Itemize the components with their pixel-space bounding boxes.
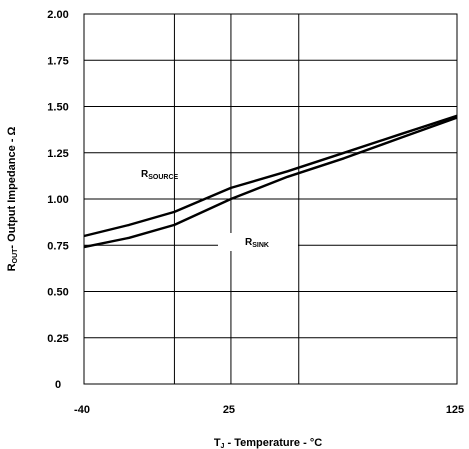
y-tick-label: 1.25 xyxy=(47,148,68,160)
x-axis-title: TJ - Temperature - °C xyxy=(214,437,322,449)
y-tick-label: 0.25 xyxy=(47,333,68,345)
y-tick-label: 1.75 xyxy=(47,55,68,67)
y-tick-label: 2.00 xyxy=(47,9,68,21)
series-label-source: RSOURCE xyxy=(141,169,179,181)
y-tick-label: 1.00 xyxy=(47,194,68,206)
y-axis-title: ROUT- Output Impedance - Ω xyxy=(6,127,19,272)
y-tick-label: 0.75 xyxy=(47,240,68,252)
gridlines xyxy=(83,13,458,385)
y-tick-label: 1.50 xyxy=(47,102,68,114)
series-line-source xyxy=(83,114,458,238)
series-label-sink: RSINK xyxy=(245,237,269,249)
x-tick-labels: -40 25 125 xyxy=(74,404,464,416)
x-tick-label: 125 xyxy=(446,404,464,416)
y-tick-label: 0.50 xyxy=(47,287,68,299)
sink-label-background xyxy=(218,233,298,251)
plot-area-frame xyxy=(83,13,458,385)
x-tick-label: -40 xyxy=(74,404,90,416)
series-line-sink xyxy=(83,116,458,249)
series-lines xyxy=(83,114,458,249)
y-tick-label: 0 xyxy=(55,379,61,391)
y-tick-labels: 0 0.25 0.50 0.75 1.00 1.25 1.50 1.75 2.00 xyxy=(47,9,68,391)
x-tick-label: 25 xyxy=(223,404,235,416)
